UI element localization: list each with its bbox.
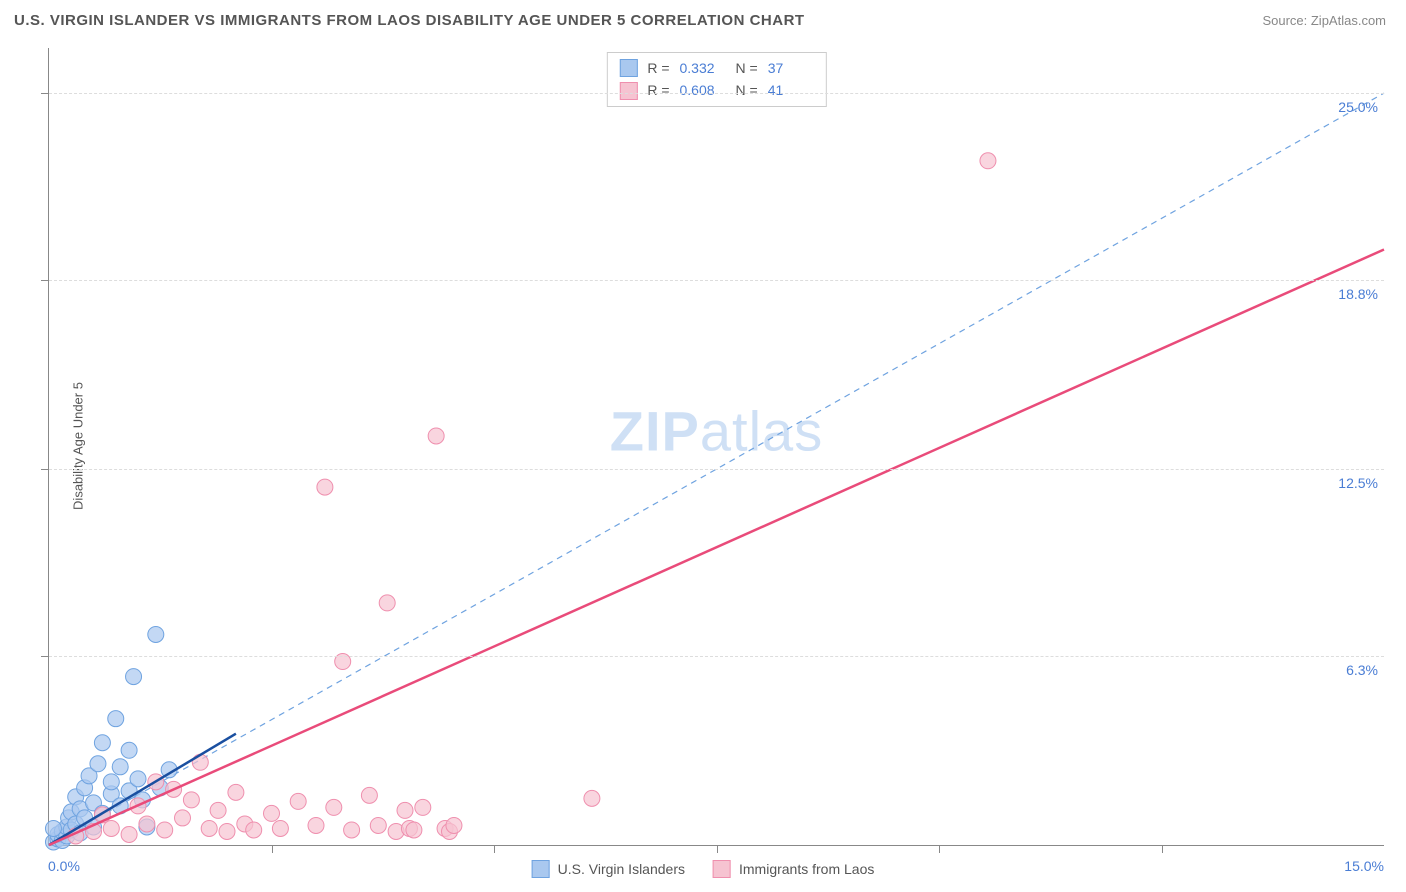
data-point [121, 742, 137, 758]
data-point [344, 822, 360, 838]
gridline [49, 280, 1384, 281]
plot-svg [49, 48, 1384, 845]
x-axis-min-label: 0.0% [48, 858, 80, 874]
data-point [326, 799, 342, 815]
correlation-legend-row: R = 0.608 N = 41 [619, 79, 813, 101]
legend-swatch [532, 860, 550, 878]
correlation-legend-row: R = 0.332 N = 37 [619, 57, 813, 79]
data-point [219, 823, 235, 839]
y-grid-label: 6.3% [1346, 662, 1378, 678]
gridline [49, 656, 1384, 657]
data-point [103, 820, 119, 836]
x-tick [1162, 845, 1163, 853]
data-point [201, 820, 217, 836]
legend-r-value: 0.608 [680, 79, 726, 101]
data-point [130, 771, 146, 787]
data-point [45, 820, 61, 836]
legend-swatch [619, 59, 637, 77]
series-legend-item: U.S. Virgin Islanders [532, 860, 685, 878]
legend-r-value: 0.332 [680, 57, 726, 79]
data-point [90, 756, 106, 772]
data-point [317, 479, 333, 495]
data-point [121, 826, 137, 842]
data-point [264, 805, 280, 821]
y-grid-label: 25.0% [1338, 99, 1378, 115]
data-point [272, 820, 288, 836]
chart-plot-area: ZIPatlas R = 0.332 N = 37 R = 0.608 N = … [48, 48, 1384, 846]
data-point [183, 792, 199, 808]
x-axis-max-label: 15.0% [1344, 858, 1384, 874]
y-tick [41, 93, 49, 94]
legend-r-label: R = [647, 57, 669, 79]
data-point [290, 793, 306, 809]
data-point [406, 822, 422, 838]
series-legend-label: U.S. Virgin Islanders [558, 861, 685, 877]
data-point [415, 799, 431, 815]
data-point [428, 428, 444, 444]
data-point [584, 790, 600, 806]
chart-source: Source: ZipAtlas.com [1262, 13, 1386, 28]
data-point [228, 784, 244, 800]
data-point [126, 669, 142, 685]
data-point [192, 754, 208, 770]
series-legend-item: Immigrants from Laos [713, 860, 874, 878]
data-point [139, 816, 155, 832]
y-tick [41, 280, 49, 281]
x-tick [272, 845, 273, 853]
y-tick [41, 469, 49, 470]
chart-title: U.S. VIRGIN ISLANDER VS IMMIGRANTS FROM … [14, 12, 805, 29]
data-point [94, 735, 110, 751]
legend-n-value: 41 [768, 79, 814, 101]
x-tick [717, 845, 718, 853]
chart-header: U.S. VIRGIN ISLANDER VS IMMIGRANTS FROM … [0, 0, 1406, 37]
data-point [980, 153, 996, 169]
data-point [210, 802, 226, 818]
correlation-legend: R = 0.332 N = 37 R = 0.608 N = 41 [606, 52, 826, 107]
y-tick [41, 656, 49, 657]
data-point [103, 774, 119, 790]
legend-n-label: N = [736, 57, 758, 79]
data-point [397, 802, 413, 818]
series-legend: U.S. Virgin Islanders Immigrants from La… [532, 860, 875, 878]
legend-n-value: 37 [768, 57, 814, 79]
gridline [49, 469, 1384, 470]
data-point [175, 810, 191, 826]
x-tick [939, 845, 940, 853]
data-point [370, 817, 386, 833]
gridline [49, 93, 1384, 94]
legend-swatch [619, 82, 637, 100]
data-point [246, 822, 262, 838]
legend-n-label: N = [736, 79, 758, 101]
data-point [361, 787, 377, 803]
legend-r-label: R = [647, 79, 669, 101]
data-point [446, 817, 462, 833]
x-tick [494, 845, 495, 853]
y-grid-label: 18.8% [1338, 286, 1378, 302]
data-point [308, 817, 324, 833]
data-point [379, 595, 395, 611]
series-legend-label: Immigrants from Laos [739, 861, 874, 877]
data-point [148, 626, 164, 642]
data-point [108, 711, 124, 727]
data-point [157, 822, 173, 838]
y-grid-label: 12.5% [1338, 475, 1378, 491]
legend-swatch [713, 860, 731, 878]
data-point [112, 759, 128, 775]
